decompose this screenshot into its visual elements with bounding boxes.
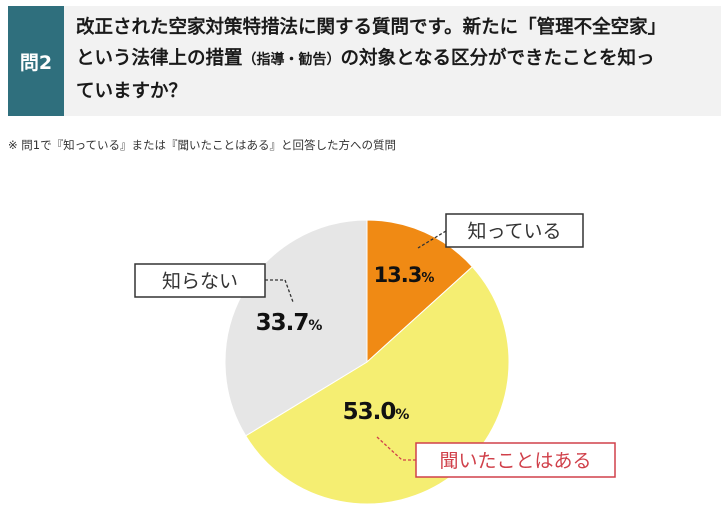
percentage-label-3: 33.7% — [256, 310, 323, 336]
leader-line-1 — [417, 230, 447, 249]
percentage-label-1: 13.3% — [374, 263, 435, 287]
callout-box-3 — [134, 263, 266, 298]
callout-label-3: 知らない — [162, 270, 238, 292]
question-line-2a: という法律上の措置 — [76, 48, 243, 69]
callout-box-1 — [445, 213, 584, 248]
question-header: 問2 改正された空家対策特措法に関する質問です。新たに「管理不全空家」 という法… — [8, 6, 721, 116]
callout-box-2 — [415, 442, 616, 478]
percentage-label-2: 53.0% — [343, 399, 410, 425]
callout-label-1: 知っている — [467, 220, 561, 242]
callout-leader-lines — [265, 230, 447, 461]
question-line-2-small: （指導・勧告） — [242, 52, 341, 68]
leader-line-3 — [265, 279, 294, 303]
question-text: 改正された空家対策特措法に関する質問です。新たに「管理不全空家」 という法律上の… — [76, 12, 716, 107]
question-line-3: ていますか？ — [76, 81, 188, 102]
question-line-2b: の対象となる区分ができたことを知っ — [340, 48, 655, 69]
pie-slice-1 — [366, 219, 474, 364]
leader-line-2 — [376, 436, 416, 461]
respondent-note: ※ 問1で『知っている』または『聞いたことはある』と回答した方への質問 — [8, 138, 397, 152]
question-number-badge: 問2 — [8, 6, 64, 116]
callout-label-2: 聞いたことはある — [439, 450, 591, 472]
percentage-labels: 13.3% 53.0% 33.7% — [256, 263, 435, 425]
question-line-1: 改正された空家対策特措法に関する質問です。新たに「管理不全空家」 — [76, 17, 667, 38]
